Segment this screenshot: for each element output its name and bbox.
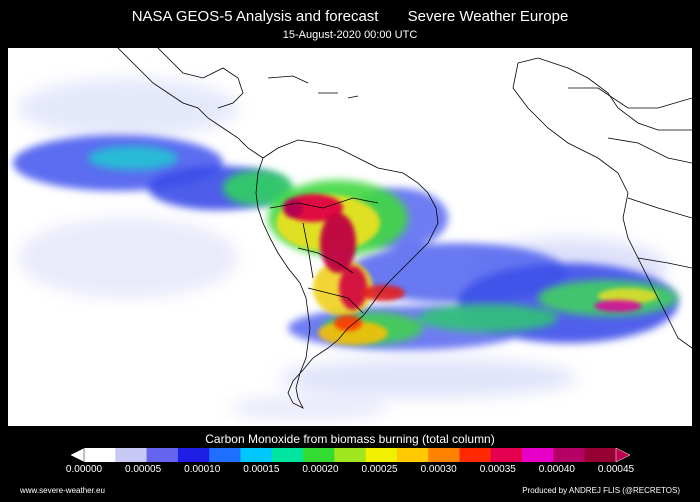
colorbar-tick-label: 0.00005 bbox=[125, 464, 162, 475]
colorbar-cell bbox=[459, 448, 492, 462]
colorbar-cell bbox=[303, 448, 335, 462]
map-canvas bbox=[8, 48, 692, 426]
colorbar-min-arrow bbox=[70, 447, 85, 463]
colorbar-cell bbox=[584, 448, 617, 462]
footer-credit: Produced by ANDREJ FLIS (@RECRETOS) bbox=[522, 486, 680, 495]
colorbar-cell bbox=[522, 448, 554, 462]
colorbar-cell bbox=[428, 448, 461, 462]
map-title: NASA GEOS-5 Analysis and forecast Severe… bbox=[131, 8, 569, 25]
colorbar-tick-label: 0.00010 bbox=[184, 464, 221, 475]
colorbar-cell bbox=[146, 448, 179, 462]
map-timestamp: 15-August-2020 00:00 UTC bbox=[282, 29, 418, 41]
colorbar-cell bbox=[334, 448, 367, 462]
plume-core bbox=[283, 194, 642, 331]
colorbar-tick-label: 0.00025 bbox=[361, 464, 398, 475]
colorbar-cell bbox=[240, 448, 273, 462]
colorbar-tick-label: 0.00040 bbox=[538, 464, 575, 475]
colorbar-cell bbox=[115, 448, 148, 462]
colorbar-cell bbox=[365, 448, 398, 462]
footer-website: www.severe-weather.eu bbox=[20, 486, 105, 495]
co-plume-map bbox=[13, 48, 692, 420]
colorbar-max-arrow bbox=[615, 447, 630, 463]
coastlines bbox=[117, 48, 692, 409]
colorbar-tick-label: 0.00030 bbox=[420, 464, 457, 475]
colorbar-title: Carbon Monoxide from biomass burning (to… bbox=[205, 432, 495, 446]
colorbar bbox=[70, 447, 630, 463]
colorbar-tick-label: 0.00015 bbox=[243, 464, 280, 475]
colorbar-tick-label: 0.00035 bbox=[479, 464, 516, 475]
colorbar-tick-label: 0.00000 bbox=[65, 464, 103, 475]
colorbar-cell bbox=[177, 448, 210, 462]
colorbar-cell bbox=[490, 448, 523, 462]
colorbar-cell bbox=[209, 448, 241, 462]
colorbar-tick-label: 0.00045 bbox=[597, 464, 635, 475]
colorbar-cell bbox=[271, 448, 304, 462]
colorbar-tick-label: 0.00020 bbox=[302, 464, 339, 475]
colorbar-cell bbox=[396, 448, 429, 462]
colorbar-cell bbox=[553, 448, 586, 462]
colorbar-cell bbox=[84, 448, 116, 462]
